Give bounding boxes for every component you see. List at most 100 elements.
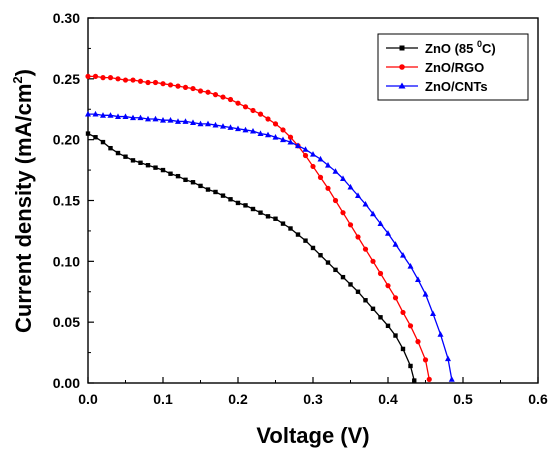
data-point <box>332 168 339 174</box>
data-point <box>145 79 151 86</box>
data-point <box>377 220 384 227</box>
data-point <box>448 376 455 382</box>
data-point <box>108 145 113 151</box>
data-point <box>422 290 429 297</box>
data-point <box>130 77 136 83</box>
data-point <box>393 333 398 338</box>
data-point <box>130 158 136 163</box>
data-point <box>145 163 151 168</box>
data-point <box>325 185 331 191</box>
data-point <box>115 113 121 119</box>
y-tick-label: 0.10 <box>53 253 80 269</box>
data-point <box>287 138 294 145</box>
data-point <box>310 245 316 251</box>
data-point <box>182 118 189 124</box>
data-point <box>198 183 203 189</box>
data-point <box>340 210 346 216</box>
data-point <box>152 79 159 86</box>
data-point <box>100 139 106 145</box>
y-axis-title-main: Current density (mA/cm <box>11 84 36 333</box>
data-point <box>92 73 99 79</box>
y-tick-label: 0.05 <box>53 314 80 330</box>
data-point <box>138 160 143 165</box>
y-tick-label: 0.30 <box>53 10 80 26</box>
data-point <box>167 82 174 88</box>
data-point <box>137 78 144 84</box>
data-point <box>318 253 323 258</box>
series-2 <box>85 110 455 382</box>
data-point <box>310 151 316 157</box>
data-point <box>122 113 129 119</box>
series-0 <box>85 131 417 383</box>
data-point <box>407 263 414 269</box>
data-point <box>92 110 99 117</box>
data-point <box>426 376 432 382</box>
data-point <box>400 252 406 258</box>
data-point <box>272 121 279 127</box>
data-point <box>160 81 166 87</box>
data-point <box>167 117 174 123</box>
data-point <box>340 175 346 181</box>
legend-label-zno-sup: 0 <box>477 39 482 49</box>
data-point <box>227 124 234 130</box>
data-point <box>280 136 286 143</box>
legend-label-cnts: ZnO/CNTs <box>425 79 488 94</box>
data-point <box>408 363 413 369</box>
data-point <box>370 258 376 264</box>
x-tick-label: 0.0 <box>78 391 98 407</box>
data-point <box>190 180 196 185</box>
data-point <box>152 115 159 122</box>
x-tick-label: 0.2 <box>228 391 248 407</box>
data-point <box>302 146 309 152</box>
data-point <box>115 76 121 82</box>
data-point <box>123 154 128 159</box>
data-point <box>392 241 399 247</box>
data-point <box>242 104 249 110</box>
data-point <box>385 283 391 289</box>
data-point <box>220 94 226 100</box>
data-point <box>243 203 248 208</box>
data-point <box>85 110 91 117</box>
data-point <box>295 142 301 149</box>
legend-label-zno: ZnO (85 0C) <box>425 39 496 56</box>
data-point <box>347 183 354 190</box>
data-point <box>302 152 309 159</box>
data-point <box>303 238 308 243</box>
legend-marker-rgo <box>399 64 405 70</box>
series-1 <box>85 73 432 382</box>
data-point <box>257 130 264 136</box>
data-point <box>205 120 211 127</box>
data-point <box>182 84 189 90</box>
data-point <box>212 92 219 98</box>
data-point <box>392 295 399 301</box>
y-tick-label: 0.25 <box>53 71 80 87</box>
data-point <box>175 118 181 124</box>
legend-label-zno-tail: C) <box>482 41 496 56</box>
data-point <box>93 135 98 140</box>
series-line <box>88 75 430 380</box>
y-tick-label: 0.00 <box>53 375 80 391</box>
data-point <box>145 115 151 122</box>
data-point <box>258 210 263 215</box>
data-point <box>160 167 166 173</box>
data-point <box>265 214 271 219</box>
data-point <box>250 206 256 212</box>
data-point <box>377 270 384 277</box>
data-point <box>197 88 204 94</box>
data-point <box>107 112 114 118</box>
data-point <box>407 323 414 329</box>
data-point <box>280 127 286 133</box>
x-tick-label: 0.5 <box>453 391 473 407</box>
data-point <box>100 75 106 81</box>
data-point <box>250 107 256 114</box>
data-point <box>250 127 256 134</box>
data-point <box>317 174 324 180</box>
data-point <box>220 123 226 129</box>
data-point <box>235 100 241 106</box>
series-layer <box>85 73 455 383</box>
data-point <box>325 162 331 168</box>
data-point <box>153 165 158 170</box>
data-point <box>190 85 196 92</box>
y-axis-title-sup: 2 <box>10 76 25 83</box>
